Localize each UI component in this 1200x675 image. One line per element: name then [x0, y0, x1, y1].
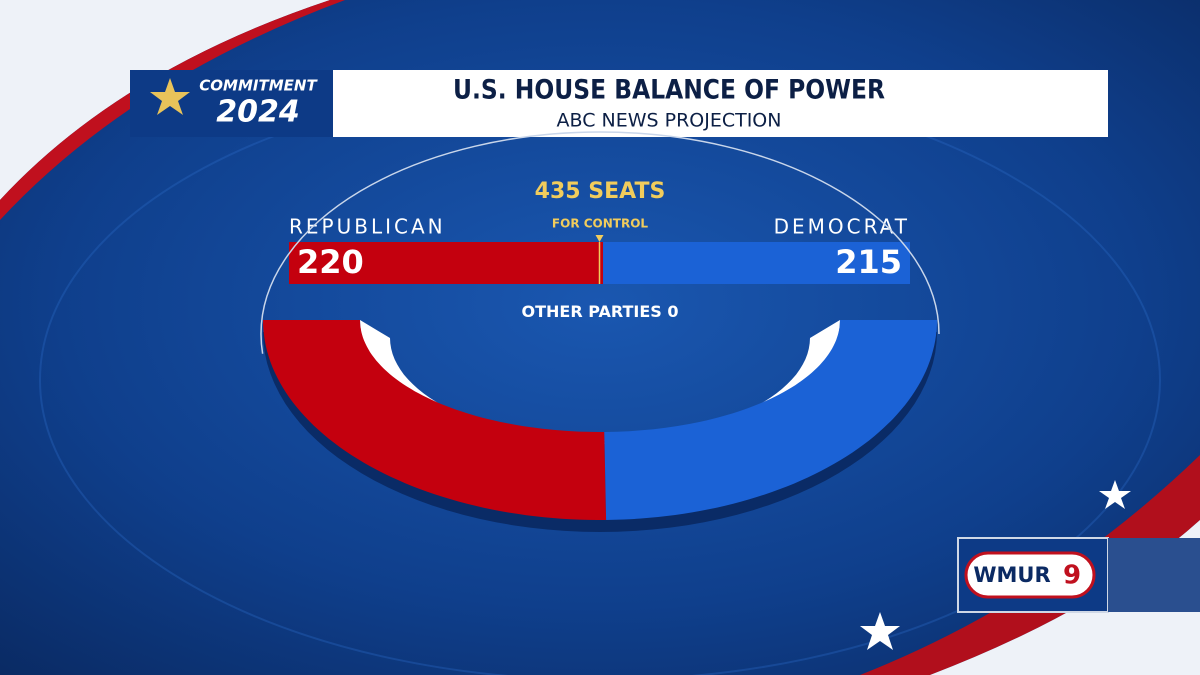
brand-year: 2024 [216, 95, 300, 130]
swoosh-white [0, 0, 330, 200]
logo-badge [964, 551, 1096, 599]
logo-channel: 9 [1063, 561, 1081, 591]
brand-top: COMMITMENT [199, 77, 318, 95]
bar [289, 242, 604, 284]
logo-text: WMUR [973, 563, 1050, 587]
legend-name: REPUBLICAN [289, 215, 446, 239]
donut-segment [604, 320, 937, 520]
control-label: FOR CONTROL [552, 217, 648, 231]
brand-star [150, 78, 190, 115]
star [1099, 480, 1131, 509]
other-value: 0 [667, 302, 678, 321]
star [860, 612, 900, 650]
total-number: 435 [535, 179, 581, 204]
bar [603, 242, 910, 284]
value-label: 215 [835, 243, 902, 281]
other-name: OTHER PARTIES [521, 302, 661, 321]
control-marker [595, 235, 604, 242]
title: U.S. HOUSE BALANCE OF POWER [453, 75, 885, 106]
value-label: 220 [297, 243, 364, 281]
total-seats: 435 SEATS [535, 179, 666, 204]
legend-name: DEMOCRAT [774, 215, 910, 239]
total-label: SEATS [588, 179, 665, 204]
donut-segment [263, 320, 607, 520]
subtitle: ABC NEWS PROJECTION [557, 110, 782, 132]
title-box [333, 70, 1108, 137]
marks: 220 215 [260, 131, 940, 537]
swoosh-white [930, 520, 1200, 675]
logo-tail [1108, 538, 1200, 612]
other-parties: OTHER PARTIES 0 [521, 302, 678, 321]
donut-rim [260, 131, 940, 537]
